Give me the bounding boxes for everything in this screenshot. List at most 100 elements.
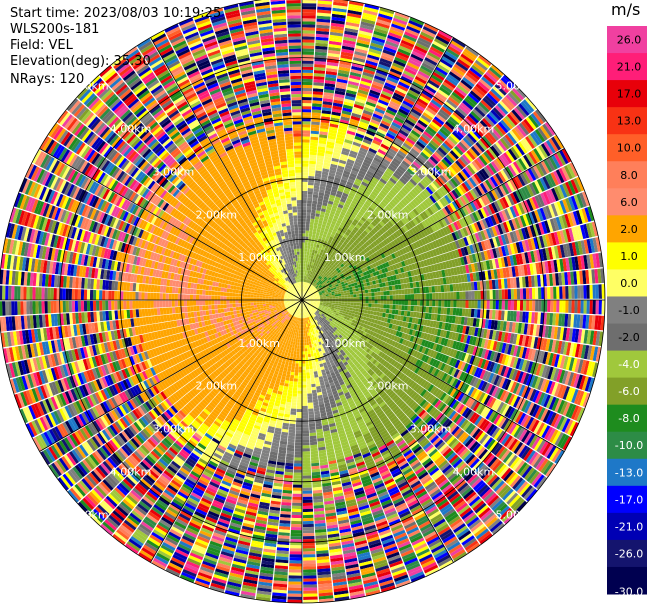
- velocity-gate: [356, 300, 360, 303]
- velocity-gate: [322, 256, 327, 261]
- velocity-gate: [359, 296, 363, 300]
- velocity-gate: [374, 75, 386, 82]
- velocity-gate: [356, 302, 360, 306]
- velocity-gate: [317, 0, 333, 2]
- velocity-gate: [335, 301, 339, 304]
- velocity-gate: [538, 300, 542, 312]
- velocity-gate: [392, 172, 401, 180]
- velocity-gate: [332, 301, 336, 304]
- velocity-gate: [321, 263, 325, 267]
- velocity-gate: [333, 180, 340, 185]
- velocity-gate: [353, 106, 363, 113]
- velocity-gate: [315, 231, 320, 236]
- velocity-gate: [318, 220, 323, 224]
- velocity-gate: [303, 272, 305, 276]
- velocity-gate: [317, 257, 321, 262]
- velocity-gate: [374, 300, 378, 304]
- velocity-gate: [432, 96, 444, 106]
- velocity-gate: [317, 271, 320, 275]
- velocity-gate: [392, 157, 402, 165]
- velocity-gate: [405, 170, 413, 178]
- velocity-gate: [335, 84, 347, 90]
- velocity-gate: [321, 236, 326, 241]
- velocity-gate: [418, 154, 428, 163]
- velocity-gate: [354, 216, 361, 222]
- velocity-gate: [338, 201, 345, 206]
- velocity-gate: [302, 294, 303, 297]
- velocity-gate: [351, 112, 362, 119]
- velocity-gate: [341, 302, 345, 305]
- velocity-gate: [366, 130, 376, 137]
- velocity-gate: [397, 150, 407, 158]
- velocity-gate: [442, 53, 457, 63]
- velocity-gate: [391, 23, 406, 31]
- velocity-gate: [364, 211, 371, 218]
- velocity-gate: [323, 92, 334, 97]
- velocity-gate: [371, 292, 375, 297]
- velocity-gate: [349, 121, 359, 127]
- velocity-gate: [416, 287, 420, 294]
- velocity-gate: [320, 265, 324, 270]
- velocity-gate: [312, 91, 323, 95]
- velocity-gate: [304, 242, 308, 246]
- velocity-gate: [366, 198, 373, 205]
- velocity-gate: [377, 63, 391, 71]
- velocity-gate: [340, 179, 348, 184]
- velocity-gate: [311, 237, 315, 241]
- velocity-gate: [338, 301, 342, 304]
- velocity-gate: [337, 165, 345, 171]
- velocity-gate: [307, 261, 310, 265]
- velocity-gate: [415, 42, 429, 52]
- velocity-gate: [315, 256, 319, 261]
- velocity-gate: [339, 60, 352, 66]
- velocity-gate: [379, 163, 388, 170]
- velocity-gate: [371, 300, 375, 304]
- velocity-gate: [339, 246, 344, 251]
- velocity-gate: [479, 78, 492, 90]
- velocity-gate: [346, 161, 354, 167]
- velocity-gate: [312, 200, 318, 205]
- velocity-gate: [344, 167, 352, 173]
- velocity-gate: [452, 111, 464, 122]
- velocity-gate: [382, 308, 387, 313]
- velocity-gate: [426, 126, 437, 135]
- velocity-gate: [324, 83, 336, 88]
- velocity-gate: [376, 168, 384, 176]
- velocity-gate: [404, 139, 414, 148]
- velocity-gate: [388, 147, 398, 155]
- velocity-gate: [317, 0, 333, 5]
- velocity-gate: [346, 307, 350, 310]
- velocity-gate: [306, 267, 309, 271]
- velocity-gate: [332, 255, 337, 260]
- velocity-gate: [302, 127, 311, 131]
- velocity-gate: [351, 228, 357, 234]
- velocity-gate: [398, 165, 407, 173]
- velocity-gate: [319, 128, 329, 133]
- velocity-gate: [306, 257, 309, 262]
- velocity-gate: [333, 215, 339, 220]
- velocity-gate: [324, 269, 329, 273]
- velocity-gate: [309, 267, 313, 272]
- velocity-gate: [327, 203, 333, 208]
- velocity-gate: [454, 109, 466, 120]
- velocity-gate: [302, 254, 305, 258]
- velocity-gate: [383, 300, 387, 305]
- velocity-gate: [535, 300, 539, 312]
- velocity-gate: [319, 258, 323, 263]
- velocity-gate: [347, 302, 351, 305]
- velocity-gate: [571, 300, 575, 314]
- velocity-gate: [436, 32, 451, 43]
- velocity-gate: [443, 78, 457, 89]
- velocity-gate: [308, 264, 312, 268]
- velocity-gate: [381, 90, 393, 98]
- velocity-gate: [400, 126, 411, 135]
- velocity-gate: [334, 145, 343, 151]
- velocity-gate: [436, 63, 450, 74]
- velocity-gate: [355, 192, 363, 198]
- velocity-gate: [351, 236, 357, 242]
- velocity-gate: [562, 286, 566, 299]
- velocity-gate: [379, 122, 390, 130]
- velocity-gate: [350, 302, 354, 306]
- velocity-gate: [315, 42, 328, 47]
- velocity-gate: [422, 149, 432, 158]
